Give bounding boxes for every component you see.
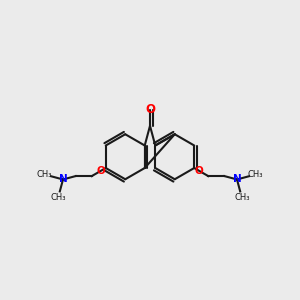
Text: CH₃: CH₃ [50,193,66,202]
Text: N: N [58,175,68,184]
Text: CH₃: CH₃ [234,193,250,202]
Text: CH₃: CH₃ [248,170,263,179]
Text: O: O [97,166,106,176]
Text: O: O [194,166,203,176]
Text: CH₃: CH₃ [37,170,52,179]
Text: O: O [145,103,155,116]
Text: N: N [232,175,242,184]
